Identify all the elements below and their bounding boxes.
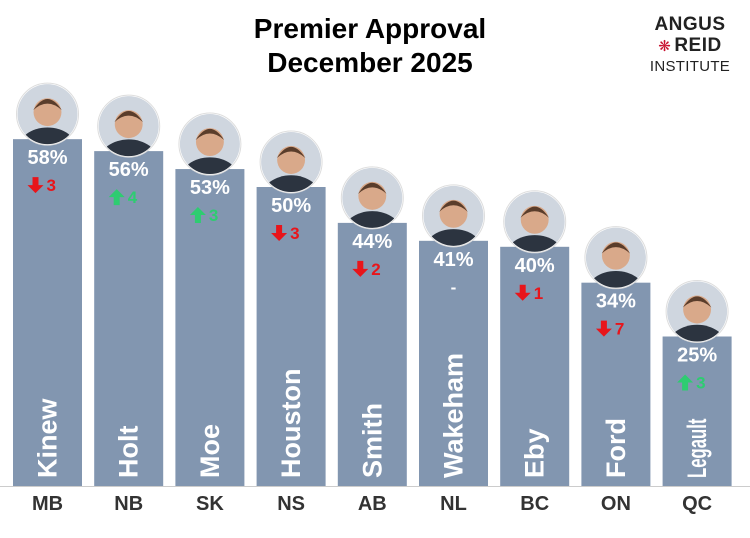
- premier-name-kinew: Kinew: [33, 397, 63, 478]
- bar-group-bc: 40% 1 Eby BC: [500, 190, 570, 515]
- premier-photo-kinew: [16, 82, 79, 146]
- bar-qc: [662, 336, 732, 486]
- province-label-ab: AB: [358, 493, 387, 515]
- change-label-ab: 2: [371, 260, 380, 279]
- change-label-mb: 3: [47, 176, 56, 195]
- down-arrow-icon: [271, 225, 288, 241]
- bar-nl: [419, 240, 488, 486]
- value-label-nl: 41%: [433, 249, 473, 271]
- province-label-qc: QC: [682, 493, 712, 515]
- bar-nb: [94, 151, 164, 486]
- down-arrow-icon: [27, 177, 44, 194]
- province-label-on: ON: [601, 493, 631, 515]
- bar-group-on: 34% 7 Ford ON: [581, 226, 651, 515]
- premier-name-eby: Eby: [520, 428, 550, 478]
- down-arrow-icon: [514, 284, 531, 301]
- value-label-sk: 53%: [190, 177, 230, 199]
- change-label-sk: 3: [209, 206, 218, 225]
- premier-photo-moe: [178, 112, 242, 176]
- province-label-mb: MB: [32, 493, 63, 515]
- value-label-mb: 58%: [27, 147, 67, 169]
- bar-group-mb: 58% 3 Kinew MB: [13, 82, 82, 515]
- change-label-ns: 3: [290, 224, 299, 243]
- premier-photo-eby: [503, 190, 567, 254]
- change-label-qc: 3: [696, 374, 705, 393]
- province-label-nl: NL: [440, 493, 467, 515]
- bar-group-sk: 53% 3 Moe SK: [175, 112, 245, 515]
- bar-group-qc: 25% 3 Legault QC: [662, 280, 732, 515]
- bar-on: [581, 282, 651, 486]
- premier-photo-wakeham: [422, 184, 485, 248]
- up-arrow-icon: [189, 207, 206, 224]
- down-arrow-icon: [595, 320, 612, 337]
- premier-name-moe: Moe: [195, 424, 225, 478]
- change-label-nl: -: [451, 278, 457, 297]
- premier-photo-houston: [259, 130, 323, 194]
- maple-leaf-icon: ❋: [658, 38, 672, 55]
- premier-name-houston: Houston: [276, 369, 306, 478]
- premier-name-legault: Legault: [682, 419, 712, 479]
- angus-reid-logo: ANGUS ❋ REID INSTITUTE: [640, 14, 740, 77]
- premier-photo-ford: [584, 226, 648, 290]
- premier-name-wakeham: Wakeham: [439, 353, 469, 478]
- premier-name-ford: Ford: [601, 418, 631, 478]
- province-label-sk: SK: [196, 493, 224, 515]
- province-label-bc: BC: [520, 493, 549, 515]
- bar-group-ns: 50% 3 Houston NS: [256, 130, 326, 515]
- premier-photo-holt: [97, 94, 161, 158]
- up-arrow-icon: [108, 189, 125, 206]
- title-line-1: Premier Approval: [253, 13, 487, 44]
- change-label-on: 7: [615, 320, 624, 339]
- province-label-ns: NS: [277, 493, 305, 515]
- logo-line-3: INSTITUTE: [649, 58, 731, 75]
- value-label-bc: 40%: [515, 255, 555, 277]
- logo-line-2: REID: [674, 35, 722, 56]
- bar-bc: [500, 246, 570, 486]
- value-label-nb: 56%: [109, 159, 149, 181]
- bar-ns: [256, 187, 326, 486]
- premier-name-smith: Smith: [357, 403, 387, 478]
- change-label-nb: 4: [128, 188, 138, 207]
- up-arrow-icon: [677, 374, 694, 391]
- premier-photo-legault: [665, 280, 729, 343]
- chart-title: Premier Approval December 2025: [200, 12, 540, 80]
- value-label-on: 34%: [596, 291, 636, 313]
- bar-group-nb: 56% 4 Holt NB: [94, 94, 164, 515]
- province-label-nb: NB: [114, 493, 143, 515]
- down-arrow-icon: [352, 260, 369, 277]
- bar-mb: [13, 139, 82, 486]
- logo-line-1: ANGUS: [654, 14, 726, 35]
- title-line-2: December 2025: [267, 47, 473, 78]
- value-label-qc: 25%: [677, 345, 717, 367]
- change-label-bc: 1: [534, 284, 543, 303]
- value-label-ab: 44%: [352, 231, 392, 253]
- bar-group-ab: 44% 2 Smith AB: [337, 166, 407, 515]
- bar-ab: [337, 222, 407, 486]
- bar-sk: [175, 169, 245, 486]
- value-label-ns: 50%: [271, 195, 311, 217]
- bar-group-nl: 41% - Wakeham NL: [419, 184, 488, 515]
- premier-name-holt: Holt: [114, 426, 144, 478]
- premier-photo-smith: [340, 166, 404, 230]
